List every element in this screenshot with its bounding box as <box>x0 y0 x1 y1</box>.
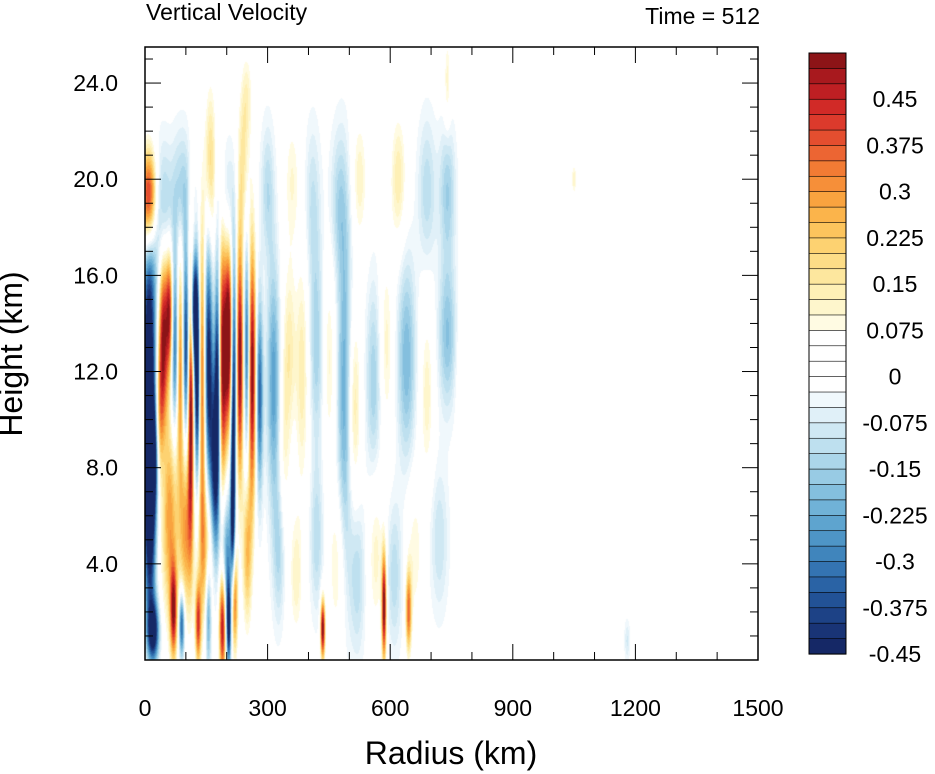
x-axis-label: Radius (km) <box>365 735 537 771</box>
colorbar-label: -0.075 <box>862 410 927 436</box>
colorbar-swatch <box>808 561 847 578</box>
colorbar-swatch <box>808 345 847 362</box>
y-axis-label: Height (km) <box>0 271 29 436</box>
colorbar-swatch <box>808 314 847 331</box>
colorbar-swatch <box>808 453 847 470</box>
colorbar-frame <box>808 52 847 655</box>
colorbar-label: 0 <box>889 364 902 390</box>
colorbar-swatch <box>808 407 847 424</box>
colorbar-swatch <box>808 175 847 193</box>
colorbar-swatch <box>808 52 847 70</box>
colorbar-swatch <box>808 98 847 116</box>
colorbar-swatch <box>808 83 847 100</box>
y-tick-label: 4.0 <box>86 551 118 577</box>
colorbar-label: -0.375 <box>862 595 927 621</box>
y-tick-label: 12.0 <box>73 359 118 385</box>
colorbar-tick-labels: 0.45 0.375 0.3 0.225 0.15 0.075 0 -0.075 -0.15 -0… <box>862 86 927 667</box>
plot-frame <box>144 46 759 661</box>
colorbar-swatch <box>808 622 847 640</box>
chart-title-right: Time = 512 <box>645 3 760 29</box>
colorbar-swatch <box>808 283 847 301</box>
colorbar-label: 0.3 <box>879 179 911 205</box>
colorbar-label: 0.075 <box>866 317 924 343</box>
colorbar-swatch <box>808 237 847 254</box>
y-tick-label: 20.0 <box>73 166 118 192</box>
colorbar-swatch <box>808 437 847 455</box>
colorbar-label: 0.225 <box>866 225 924 251</box>
colorbar-swatch <box>808 191 847 208</box>
x-tick-label: 0 <box>139 695 152 721</box>
y-tick-label: 8.0 <box>86 455 118 481</box>
colorbar <box>808 52 847 655</box>
y-tick-label: 24.0 <box>73 70 118 96</box>
x-axis-ticks <box>144 47 759 660</box>
colorbar-swatch <box>808 468 847 486</box>
x-tick-label: 600 <box>371 695 409 721</box>
y-axis-tick-labels: 4.0 8.0 12.0 16.0 20.0 24.0 <box>73 70 118 577</box>
colorbar-swatch <box>808 638 847 655</box>
colorbar-swatch <box>808 268 847 285</box>
colorbar-swatch <box>808 545 847 563</box>
colorbar-swatch <box>808 206 847 224</box>
velocity-field <box>145 47 758 660</box>
colorbar-swatch <box>808 592 847 609</box>
colorbar-swatch <box>808 484 847 501</box>
colorbar-swatch <box>808 576 847 593</box>
colorbar-swatch <box>808 530 847 547</box>
colorbar-swatch <box>808 145 847 162</box>
colorbar-label: -0.3 <box>875 549 915 575</box>
colorbar-swatch <box>808 114 847 131</box>
x-axis-tick-labels: 0 300 600 900 1200 1500 <box>139 695 784 721</box>
y-tick-label: 16.0 <box>73 262 118 288</box>
colorbar-label: -0.15 <box>869 456 921 482</box>
colorbar-swatch <box>808 360 847 378</box>
colorbar-label: 0.15 <box>873 271 918 297</box>
x-tick-label: 1500 <box>732 695 783 721</box>
colorbar-swatch <box>808 391 847 409</box>
colorbar-swatch <box>808 422 847 439</box>
colorbar-swatch <box>808 299 847 316</box>
colorbar-swatch <box>808 222 847 239</box>
x-tick-label: 1200 <box>610 695 661 721</box>
colorbar-label: 0.45 <box>873 86 918 112</box>
colorbar-swatch <box>808 499 847 516</box>
y-axis-ticks <box>145 58 758 661</box>
colorbar-swatch <box>808 330 847 347</box>
colorbar-label: -0.225 <box>862 502 927 528</box>
colorbar-swatch <box>808 68 847 85</box>
colorbar-label: -0.45 <box>869 641 921 667</box>
x-tick-label: 900 <box>494 695 532 721</box>
colorbar-swatch <box>808 515 847 532</box>
colorbar-swatch <box>808 376 847 393</box>
colorbar-swatch <box>808 160 847 177</box>
colorbar-swatch <box>808 253 847 270</box>
x-tick-label: 300 <box>248 695 286 721</box>
colorbar-swatch <box>808 607 847 624</box>
colorbar-label: 0.375 <box>866 132 924 158</box>
colorbar-swatch <box>808 129 847 147</box>
chart-title-left: Vertical Velocity <box>146 0 308 25</box>
